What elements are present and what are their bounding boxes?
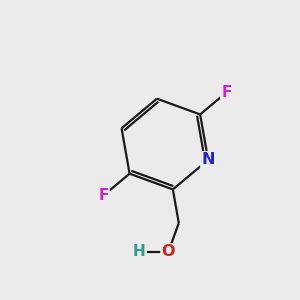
Text: N: N	[201, 152, 215, 167]
Text: H: H	[133, 244, 146, 260]
Text: F: F	[221, 85, 232, 100]
Text: O: O	[161, 244, 175, 260]
Text: F: F	[98, 188, 109, 203]
